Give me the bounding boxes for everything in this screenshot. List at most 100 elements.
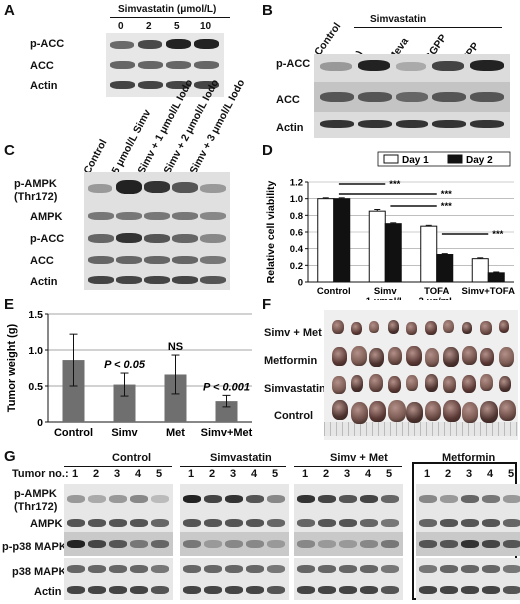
tumor-specimen: [480, 348, 494, 366]
blot-band: [110, 61, 135, 69]
blot-band: [440, 519, 458, 527]
blot-band: [144, 234, 170, 243]
blot-band: [67, 540, 85, 548]
blot-band: [267, 540, 285, 548]
blot-strip: [180, 558, 289, 580]
blot-band: [110, 41, 134, 49]
x-tick-label: 2 μg/mL: [419, 296, 456, 300]
blot-band: [396, 92, 428, 102]
blot-band: [461, 565, 479, 573]
tumor-specimen: [387, 320, 399, 334]
blot-band: [200, 256, 226, 264]
blot-band: [318, 519, 336, 527]
tumor-number: 1: [188, 468, 195, 480]
blot-band: [67, 565, 85, 573]
significance-label: P < 0.05: [104, 359, 146, 371]
blot-band: [440, 586, 458, 594]
blot-band: [381, 495, 399, 503]
panel-a-letter: A: [4, 2, 15, 19]
blot-band: [225, 565, 243, 573]
blot-band: [130, 519, 148, 527]
blot-band: [166, 39, 191, 49]
blot-strip: [180, 484, 289, 514]
tumor-number: 2: [93, 468, 100, 480]
tumor-specimen: [332, 347, 347, 366]
panel-f-row-control: Control: [274, 410, 314, 422]
blot-band: [225, 495, 243, 503]
tumor-specimen: [498, 320, 509, 333]
blot-band: [200, 184, 226, 193]
bar: [113, 384, 136, 422]
blot-band: [360, 519, 378, 527]
tumor-number: 2: [323, 468, 330, 480]
blot-band: [225, 519, 243, 527]
blot-band: [267, 586, 285, 594]
blot-strip: [64, 532, 173, 556]
blot-band: [183, 540, 201, 548]
tumor-number: 3: [466, 468, 473, 480]
bar-day-2: [436, 254, 454, 283]
blot-band: [297, 565, 315, 573]
panel-g-row-p38: p38 MAPK: [12, 566, 67, 578]
blot-strip: [64, 484, 173, 514]
blot-band: [381, 519, 399, 527]
blot-strip: [64, 558, 173, 580]
significance-label: ***: [441, 189, 452, 200]
tumor-specimen: [443, 320, 454, 333]
tumor-number: 3: [114, 468, 121, 480]
y-tick-label: 1.5: [28, 309, 43, 321]
tumor-specimen: [498, 376, 511, 392]
blot-band: [318, 565, 336, 573]
panel-b-row-acc: ACC: [276, 94, 300, 106]
blot-strip: [416, 580, 520, 600]
tumor-specimen: [461, 346, 477, 365]
x-tick-label: Control: [54, 427, 93, 439]
blot-band: [88, 495, 106, 503]
blot-band: [503, 495, 520, 503]
panel-g-tumor-label: Tumor no.:: [12, 468, 69, 480]
blot-band: [360, 495, 378, 503]
bar: [215, 401, 238, 422]
panel-b-row-pacc: p-ACC: [276, 58, 311, 70]
y-tick-label: 0.8: [290, 211, 303, 222]
blot-strip: [180, 514, 289, 532]
blot-strip: [180, 580, 289, 600]
blot-band: [204, 519, 222, 527]
blot-band: [482, 586, 500, 594]
panel-g-row-thr172: (Thr172): [14, 501, 58, 513]
blot-band: [396, 120, 428, 128]
y-tick-label: 0: [298, 278, 303, 289]
tumor-specimen: [350, 402, 368, 424]
y-tick-label: 0: [37, 417, 43, 429]
blot-strip: [416, 558, 520, 580]
panel-e-letter: E: [4, 296, 15, 313]
blot-band: [432, 92, 466, 102]
blot-band: [320, 120, 354, 128]
panel-f-letter: F: [262, 296, 272, 313]
tumor-specimen: [369, 374, 383, 392]
tumor-number: 5: [508, 468, 515, 480]
blot-band: [166, 61, 191, 69]
tumor-number: 4: [487, 468, 494, 480]
tumor-specimen: [350, 346, 367, 366]
blot-strip: [416, 484, 520, 514]
blot-band: [183, 519, 201, 527]
panel-b-blot: [314, 54, 510, 138]
blot-band: [67, 495, 85, 503]
blot-band: [67, 586, 85, 594]
ruler: [324, 422, 518, 436]
panel-f-row-metformin: Metformin: [264, 355, 318, 367]
blot-band: [166, 81, 191, 89]
blot-band: [482, 540, 500, 548]
blot-band: [318, 586, 336, 594]
blot-band: [130, 540, 148, 548]
panel-b-letter: B: [262, 2, 273, 19]
group-rule: [180, 466, 286, 467]
tumor-specimen: [443, 376, 456, 393]
legend-label: Day 1: [402, 155, 429, 166]
tumor-specimen: [350, 375, 363, 392]
blot-band: [482, 519, 500, 527]
tumor-specimen: [424, 374, 438, 392]
blot-strip: [64, 514, 173, 532]
y-tick-label: 1.0: [290, 194, 303, 205]
